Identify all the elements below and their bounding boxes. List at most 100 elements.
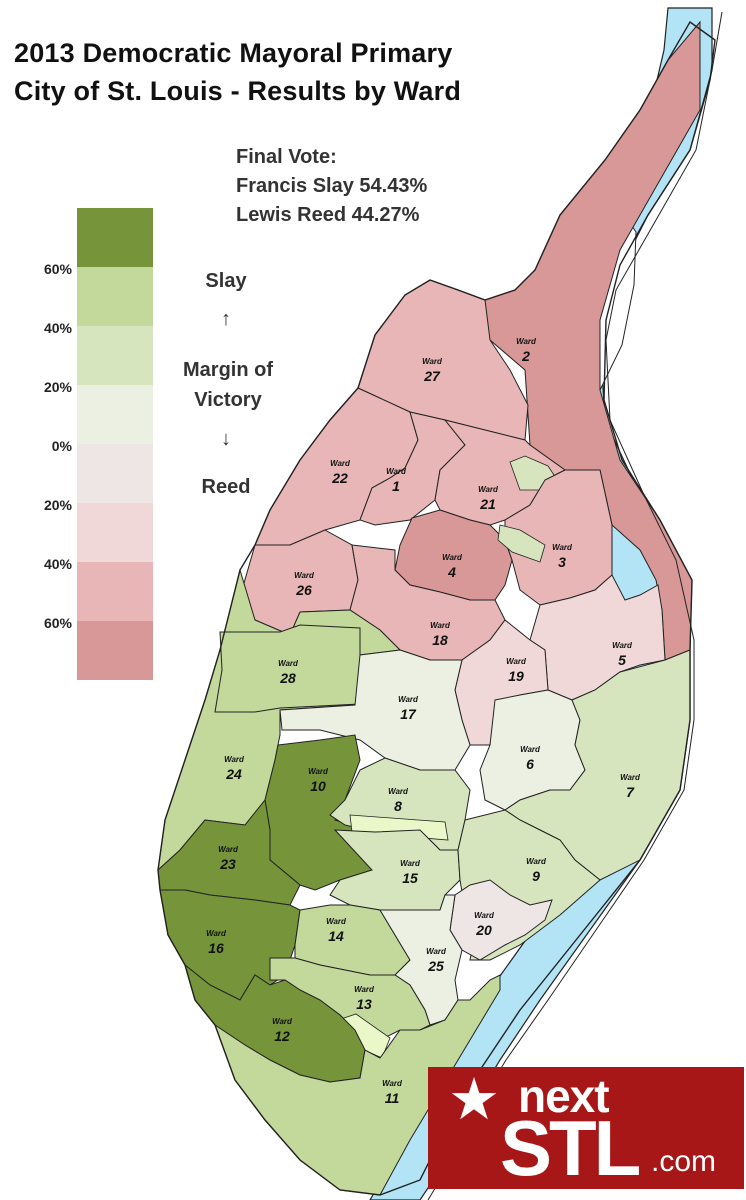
ward-number: 15 <box>402 870 418 886</box>
ward-number: 7 <box>626 784 634 800</box>
ward-number: 9 <box>532 868 540 884</box>
ward-label-27: Ward 27 <box>402 357 462 384</box>
ward-number: 25 <box>428 958 444 974</box>
map-title-line1: 2013 Democratic Mayoral Primary <box>14 38 453 68</box>
ward-number: 13 <box>356 996 372 1012</box>
ward-number: 11 <box>384 1090 400 1106</box>
legend-swatch-3 <box>77 326 153 385</box>
ward-label-25: Ward 25 <box>406 948 466 974</box>
ward-label-5: Ward 5 <box>592 642 652 668</box>
ward-number: 20 <box>476 922 492 938</box>
ward-number: 27 <box>424 368 440 384</box>
legend-tick: 60% <box>43 261 72 277</box>
ward-word: Ward <box>516 337 536 346</box>
arrow-up-icon: ↑ <box>221 308 231 330</box>
ward-word: Ward <box>620 773 640 782</box>
ward-label-14: Ward 14 <box>306 917 366 944</box>
ward-label-8: Ward 8 <box>368 787 428 814</box>
ward-word: Ward <box>382 1079 402 1088</box>
ward-number: 4 <box>448 564 456 580</box>
ward-label-24: Ward 24 <box>204 755 264 782</box>
legend-swatch-7 <box>77 562 153 621</box>
legend-swatch-8 <box>77 621 153 680</box>
ward-label-26: Ward 26 <box>274 572 334 598</box>
ward-word: Ward <box>388 787 408 796</box>
ward-word: Ward <box>330 459 350 468</box>
legend-reed-label: Reed <box>201 476 251 498</box>
ward-word: Ward <box>272 1017 292 1026</box>
ward-word: Ward <box>422 357 442 366</box>
ward-label-20: Ward 20 <box>454 911 514 938</box>
legend-swatch-2 <box>77 267 153 326</box>
ward-label-28: Ward 28 <box>258 659 318 686</box>
star-icon: ★ <box>448 1067 500 1132</box>
ward-number: 22 <box>332 470 348 486</box>
ward-label-11: Ward 11 <box>362 1079 422 1106</box>
final-vote-heading: Final Vote: <box>236 146 337 168</box>
legend-margin-line2: Victory <box>194 389 262 411</box>
ward-word: Ward <box>552 543 572 552</box>
ward-label-9: Ward 9 <box>506 857 566 884</box>
legend-tick: 60% <box>43 615 72 631</box>
ward-label-13: Ward 13 <box>334 986 394 1012</box>
ward-number: 12 <box>274 1028 290 1044</box>
ward-word: Ward <box>520 745 540 754</box>
ward-number: 28 <box>280 670 296 686</box>
ward-number: 2 <box>522 348 530 364</box>
ward-word: Ward <box>206 929 226 938</box>
logo-com-text: .com <box>651 1145 717 1178</box>
ward-word: Ward <box>398 695 418 704</box>
ward-number: 16 <box>208 940 224 956</box>
logo-stl-text: STL <box>500 1104 641 1192</box>
ward-word: Ward <box>400 859 420 868</box>
final-vote-reed: Lewis Reed 44.27% <box>236 204 420 226</box>
legend-swatch-1 <box>77 208 153 267</box>
ward-word: Ward <box>386 467 406 476</box>
final-vote-slay: Francis Slay 54.43% <box>236 175 428 197</box>
ward-number: 14 <box>328 928 344 944</box>
ward-word: Ward <box>506 657 526 666</box>
ward-label-17: Ward 17 <box>378 695 438 722</box>
river-bank-line <box>427 11 723 1200</box>
logo-next-text: next <box>518 1070 610 1122</box>
ward-label-2: Ward 2 <box>496 337 556 364</box>
ward-label-16: Ward 16 <box>186 929 246 956</box>
ward-label-7: Ward 7 <box>600 773 660 800</box>
ward-label-10: Ward 10 <box>288 767 348 794</box>
ward-label-1: Ward 1 <box>366 467 426 494</box>
ward-label-21: Ward 21 <box>458 485 518 512</box>
legend-swatch-5 <box>77 444 153 503</box>
legend-tick: 0% <box>51 438 72 454</box>
ward-number: 17 <box>400 706 416 722</box>
ward-number: 23 <box>220 856 236 872</box>
ward-3-patch <box>497 524 546 563</box>
nextstl-logo: ★ next STL .com <box>428 1067 744 1189</box>
ward-label-22: Ward 22 <box>310 459 370 486</box>
ward-label-18: Ward 18 <box>410 622 470 648</box>
ward-word: Ward <box>224 755 244 764</box>
ward-number: 5 <box>618 652 626 668</box>
map-title-line2: City of St. Louis - Results by Ward <box>14 76 462 106</box>
ward-word: Ward <box>442 553 462 562</box>
ward-word: Ward <box>308 767 328 776</box>
ward-label-19: Ward 19 <box>486 657 546 684</box>
city-boundary <box>157 20 716 1196</box>
ward-number: 26 <box>296 582 312 598</box>
legend-tick: 40% <box>43 556 72 572</box>
ward-word: Ward <box>278 659 298 668</box>
ward-word: Ward <box>326 917 346 926</box>
ward-label-23: Ward 23 <box>198 846 258 872</box>
legend-slay-label: Slay <box>205 270 247 292</box>
ward-label-12: Ward 12 <box>252 1017 312 1044</box>
ward-number: 24 <box>226 766 242 782</box>
ward-word: Ward <box>526 857 546 866</box>
ward-number: 6 <box>526 756 534 772</box>
ward-word: Ward <box>474 911 494 920</box>
ward-number: 19 <box>508 668 524 684</box>
ward-word: Ward <box>478 485 498 494</box>
ward-label-4: Ward 4 <box>422 553 482 580</box>
ward-number: 10 <box>310 778 326 794</box>
legend-margin-line1: Margin of <box>183 359 273 381</box>
ward-number: 18 <box>432 632 448 648</box>
